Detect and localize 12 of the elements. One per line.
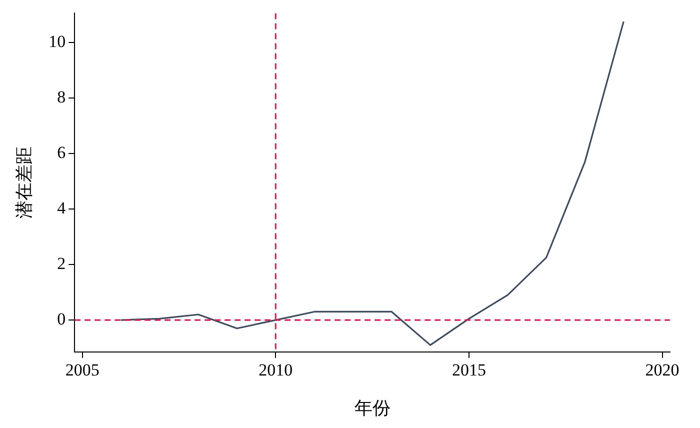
x-tick-label: 2010 (258, 360, 293, 380)
y-tick-label: 6 (57, 142, 66, 162)
y-tick-label: 4 (57, 198, 66, 218)
y-axis-title: 潜在差距 (14, 146, 34, 219)
x-tick-label: 2005 (65, 360, 100, 380)
y-tick-label: 2 (57, 254, 66, 273)
y-tick-label: 10 (48, 32, 66, 51)
y-tick-label: 0 (57, 310, 66, 329)
x-tick-label: 2015 (452, 360, 486, 380)
y-tick-label: 8 (57, 87, 66, 106)
x-tick-label: 2020 (645, 360, 680, 380)
x-axis-title: 年份 (354, 398, 390, 418)
